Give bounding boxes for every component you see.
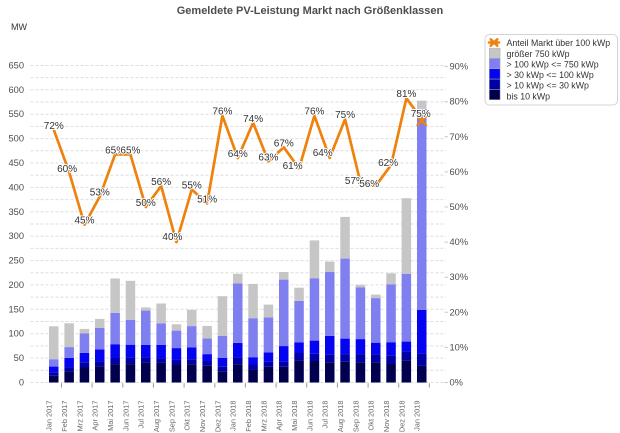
svg-text:650: 650 (8, 61, 24, 71)
svg-text:Mrz 2017: Mrz 2017 (75, 401, 84, 432)
svg-text:Jan 2017: Jan 2017 (45, 401, 54, 431)
svg-text:Apr 2018: Apr 2018 (275, 401, 284, 431)
svg-text:60%: 60% (57, 164, 77, 175)
svg-text:55%: 55% (182, 181, 202, 192)
svg-text:57%: 57% (345, 176, 365, 187)
svg-text:65%: 65% (105, 145, 125, 156)
svg-text:50%: 50% (450, 202, 469, 212)
svg-text:300: 300 (8, 231, 24, 241)
svg-text:76%: 76% (304, 107, 324, 118)
svg-text:61%: 61% (283, 161, 303, 172)
svg-text:Jan 2019: Jan 2019 (413, 401, 422, 431)
svg-text:größer 750 kWp: größer 750 kWp (507, 49, 570, 59)
svg-text:Nov 2017: Nov 2017 (198, 401, 207, 433)
svg-text:500: 500 (8, 134, 24, 144)
svg-text:50%: 50% (136, 198, 156, 209)
svg-text:60%: 60% (450, 167, 469, 177)
svg-text:Sep 2018: Sep 2018 (351, 401, 360, 433)
svg-text:75%: 75% (411, 109, 431, 120)
svg-text:40%: 40% (162, 232, 182, 243)
svg-text:Dez 2017: Dez 2017 (213, 401, 222, 433)
svg-text:Sep 2017: Sep 2017 (167, 401, 176, 433)
svg-text:Okt 2018: Okt 2018 (367, 401, 376, 431)
svg-text:Apr 2017: Apr 2017 (91, 401, 100, 431)
svg-text:Gemeldete PV-Leistung Markt na: Gemeldete PV-Leistung Markt nach Größenk… (177, 5, 444, 17)
svg-text:64%: 64% (228, 149, 248, 160)
svg-text:72%: 72% (44, 121, 64, 132)
svg-text:> 10 kWp <= 30 kWp: > 10 kWp <= 30 kWp (507, 81, 589, 91)
svg-text:Aug 2018: Aug 2018 (336, 401, 345, 433)
svg-text:30%: 30% (450, 272, 469, 282)
svg-text:75%: 75% (335, 110, 355, 121)
svg-text:Jul 2018: Jul 2018 (321, 401, 330, 429)
svg-text:Feb 2018: Feb 2018 (244, 401, 253, 432)
svg-text:Dez 2018: Dez 2018 (397, 401, 406, 433)
svg-text:Jun 2018: Jun 2018 (305, 401, 314, 431)
svg-text:10%: 10% (450, 342, 469, 352)
svg-text:56%: 56% (359, 179, 379, 190)
svg-text:62%: 62% (378, 158, 398, 169)
svg-text:450: 450 (8, 158, 24, 168)
svg-text:bis 10 kWp: bis 10 kWp (507, 91, 551, 101)
svg-text:67%: 67% (274, 138, 294, 149)
svg-text:0: 0 (19, 378, 24, 388)
svg-text:64%: 64% (313, 148, 333, 159)
svg-text:100: 100 (8, 329, 24, 339)
svg-text:70%: 70% (450, 132, 469, 142)
svg-text:600: 600 (8, 85, 24, 95)
svg-text:Mai 2017: Mai 2017 (106, 401, 115, 431)
svg-text:> 30 kWp <= 100 kWp: > 30 kWp <= 100 kWp (507, 70, 594, 80)
svg-text:Mai 2018: Mai 2018 (290, 401, 299, 431)
svg-text:51%: 51% (197, 195, 217, 206)
svg-text:53%: 53% (90, 188, 110, 199)
svg-text:200: 200 (8, 280, 24, 290)
svg-text:Feb 2017: Feb 2017 (60, 401, 69, 432)
svg-text:74%: 74% (243, 114, 263, 125)
svg-text:Nov 2018: Nov 2018 (382, 401, 391, 433)
svg-text:Jun 2017: Jun 2017 (121, 401, 130, 431)
svg-text:Anteil Markt über 100 kWp: Anteil Markt über 100 kWp (507, 38, 611, 48)
svg-text:56%: 56% (151, 177, 171, 188)
svg-text:250: 250 (8, 256, 24, 266)
svg-text:76%: 76% (212, 107, 232, 118)
svg-text:Jul 2017: Jul 2017 (137, 401, 146, 429)
svg-text:40%: 40% (450, 237, 469, 247)
svg-text:20%: 20% (450, 307, 469, 317)
svg-text:Aug 2017: Aug 2017 (152, 401, 161, 433)
svg-text:Mrz 2018: Mrz 2018 (259, 401, 268, 432)
svg-text:550: 550 (8, 109, 24, 119)
svg-text:400: 400 (8, 182, 24, 192)
svg-text:65%: 65% (120, 145, 140, 156)
svg-text:81%: 81% (396, 89, 416, 100)
svg-text:Okt 2017: Okt 2017 (183, 401, 192, 431)
svg-text:MW: MW (11, 22, 27, 32)
svg-text:50: 50 (14, 353, 24, 363)
svg-text:Jan 2018: Jan 2018 (229, 401, 238, 431)
svg-text:63%: 63% (258, 152, 278, 163)
svg-text:80%: 80% (450, 97, 469, 107)
svg-text:45%: 45% (74, 216, 94, 227)
svg-text:150: 150 (8, 304, 24, 314)
svg-text:350: 350 (8, 207, 24, 217)
svg-text:0%: 0% (450, 378, 463, 388)
svg-text:90%: 90% (450, 62, 469, 72)
svg-text:> 100 kWp <= 750 kWp: > 100 kWp <= 750 kWp (507, 59, 599, 69)
